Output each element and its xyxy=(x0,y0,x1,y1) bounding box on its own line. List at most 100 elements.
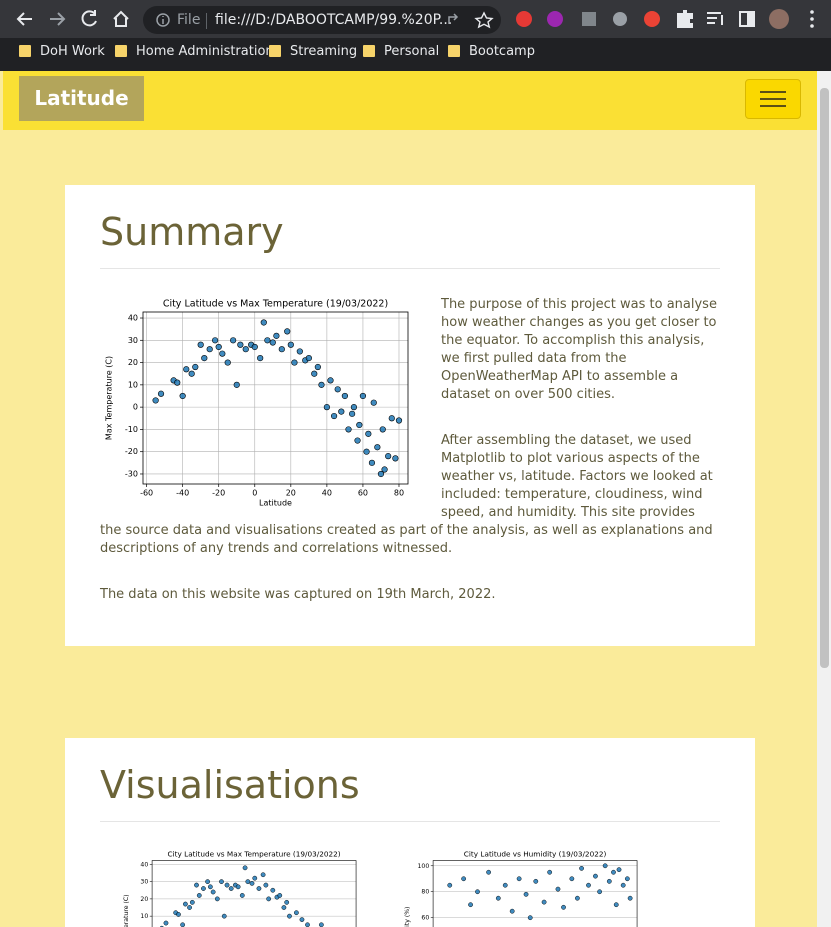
scatter-point xyxy=(305,355,312,362)
x-axis-label: Latitude xyxy=(259,499,292,508)
scatter-point xyxy=(263,882,269,888)
scatter-point xyxy=(242,346,249,353)
y-tick-label: -30 xyxy=(125,469,138,478)
scatter-point xyxy=(189,899,195,905)
brand[interactable]: Latitude xyxy=(19,76,144,121)
scatter-point xyxy=(228,886,234,891)
address-bar[interactable]: File file:///D:/DABOOTCAMP/99.%20P... xyxy=(143,6,501,34)
navbar: Latitude xyxy=(3,71,817,130)
scatter-point xyxy=(212,337,219,344)
y-tick-label: 30 xyxy=(128,336,138,345)
y-tick-label: -20 xyxy=(125,447,138,456)
scatter-point xyxy=(533,878,539,884)
scatter-point xyxy=(327,377,334,384)
extension-icons[interactable] xyxy=(511,0,831,38)
scatter-point xyxy=(624,876,630,882)
scatter-point xyxy=(201,355,208,362)
scatter-point xyxy=(174,379,181,386)
scatter-point xyxy=(381,466,388,473)
chart-image: City Latitude vs Max Temperature (19/03/… xyxy=(105,299,409,508)
scatter-point xyxy=(318,381,325,388)
scatter-point xyxy=(586,882,591,888)
scatter-point xyxy=(294,910,299,916)
y-tick-label: 10 xyxy=(128,380,138,389)
scatter-point xyxy=(221,913,227,919)
y-tick-label: 100 xyxy=(418,863,430,870)
omni-icons[interactable] xyxy=(441,6,501,34)
visualisations-card: Visualisations City Latitude vs Max Temp… xyxy=(65,738,755,927)
scatter-point xyxy=(495,895,501,901)
menu-toggle[interactable] xyxy=(745,79,801,119)
scatter-point xyxy=(374,444,381,451)
plot-background xyxy=(433,860,638,927)
scatter-point xyxy=(180,922,186,927)
scatter-point xyxy=(235,884,241,890)
scatter-point xyxy=(330,412,338,420)
scatter-point xyxy=(249,880,255,886)
scatter-point xyxy=(188,370,195,377)
x-tick-label: 40 xyxy=(322,489,332,498)
info-icon xyxy=(156,13,170,27)
scatter-point xyxy=(606,878,612,884)
scatter-point xyxy=(194,882,199,888)
scatter-point xyxy=(385,453,392,460)
file-label: File xyxy=(177,12,201,28)
scrollbar-thumb[interactable] xyxy=(820,88,829,668)
scatter-point xyxy=(287,913,292,919)
scatter-point xyxy=(237,341,244,348)
chart-title: City Latitude vs Max Temperature (19/03/… xyxy=(168,849,341,858)
x-tick-label: 60 xyxy=(358,489,368,498)
scatter-point xyxy=(334,386,341,393)
bookmark-label: Bootcamp xyxy=(469,44,535,59)
url: file:///D:/DABOOTCAMP/99.%20P... xyxy=(215,12,453,28)
chart-image: City Latitude vs Humidity (19/03/2022) Hu… xyxy=(404,849,638,927)
paragraph: The purpose of this project was to analy… xyxy=(441,297,717,402)
scatter-point xyxy=(597,889,602,895)
bookmark[interactable]: Streaming xyxy=(269,44,357,59)
toolbar: File file:///D:/DABOOTCAMP/99.%20P... xyxy=(0,0,831,38)
y-tick-label: 10 xyxy=(140,913,148,920)
scatter-point xyxy=(266,896,272,902)
nav-buttons[interactable] xyxy=(0,0,140,38)
scatter-point xyxy=(192,363,199,371)
scatter-point xyxy=(207,884,213,890)
scatter-point xyxy=(206,346,213,353)
scatter-point xyxy=(201,886,206,891)
scatter-point xyxy=(257,355,264,362)
scatter-point xyxy=(579,865,584,871)
browser-chrome: File file:///D:/DABOOTCAMP/99.%20P... Do… xyxy=(0,0,831,71)
scatter-point xyxy=(311,370,318,377)
y-tick-label: 0 xyxy=(133,403,138,412)
bookmark[interactable]: Personal xyxy=(363,44,439,59)
web-page: Latitude Summary City Latitude vs Max Te… xyxy=(3,71,817,927)
bookmark-label: Streaming xyxy=(290,44,358,59)
y-tick-label: 40 xyxy=(128,314,138,323)
scatter-point xyxy=(269,339,276,346)
scatter-point xyxy=(273,332,280,339)
x-tick-label: -60 xyxy=(140,489,153,498)
bookmark[interactable]: Bootcamp xyxy=(448,44,535,59)
scatter-point xyxy=(323,404,330,411)
scatter-point xyxy=(486,869,491,875)
x-tick-label: -40 xyxy=(176,489,189,498)
scatter-point xyxy=(284,328,291,335)
separator xyxy=(206,13,207,29)
y-tick-label: 60 xyxy=(421,915,429,922)
chart-image: City Latitude vs Max Temperature (19/03/… xyxy=(123,849,357,927)
scatter-point xyxy=(527,915,533,921)
bookmark[interactable]: DoH Work xyxy=(19,44,105,59)
bookmark[interactable]: Home Administration xyxy=(115,44,274,59)
scatter-point xyxy=(233,381,240,388)
scatter-point xyxy=(395,417,403,424)
scatter-point xyxy=(379,426,386,433)
scatter-point xyxy=(270,887,276,893)
scatter-point xyxy=(252,875,258,881)
scatter-point xyxy=(210,889,216,895)
scatter-point xyxy=(363,448,370,455)
y-tick-label: 30 xyxy=(140,879,148,886)
heading: Visualisations xyxy=(100,763,360,807)
scatter-point xyxy=(157,390,165,397)
heading: Summary xyxy=(100,210,284,254)
x-tick-label: -20 xyxy=(212,489,225,498)
